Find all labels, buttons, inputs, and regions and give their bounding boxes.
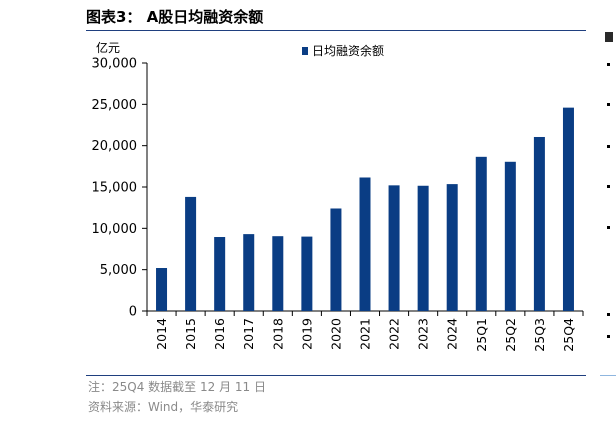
- y-tick-label: 30,000: [92, 57, 138, 72]
- x-tick-label: 2015: [183, 318, 198, 350]
- y-tick-label: 15,000: [92, 181, 138, 196]
- x-tick-label: 2018: [270, 318, 285, 350]
- footer-divider: [86, 375, 586, 376]
- bar: [359, 177, 371, 311]
- x-tick-label: 25Q3: [532, 318, 547, 352]
- figure-note: 注：25Q4 数据截至 12 月 11 日: [88, 380, 266, 394]
- x-tick-label: 2014: [154, 318, 169, 350]
- y-tick-label: 25,000: [92, 98, 138, 113]
- x-tick-label: 2022: [387, 318, 402, 350]
- adjacent-figure-fragment: [607, 226, 610, 229]
- adjacent-figure-fragment: [600, 375, 616, 376]
- adjacent-figure-fragment: [607, 313, 610, 316]
- bar: [417, 185, 429, 311]
- adjacent-figure-fragment: [605, 32, 613, 42]
- figure-title: 图表3： A股日均融资余额: [86, 8, 264, 26]
- bar: [214, 237, 226, 311]
- title-divider: [86, 30, 586, 31]
- bar: [475, 156, 487, 311]
- bar: [504, 161, 516, 311]
- y-tick-label: 0: [129, 305, 137, 320]
- bar: [156, 268, 168, 311]
- adjacent-figure-fragment: [607, 145, 610, 148]
- bar: [272, 236, 284, 311]
- bar: [388, 185, 400, 311]
- adjacent-figure-fragment: [607, 63, 610, 66]
- y-axis-unit-label: 亿元: [96, 40, 120, 55]
- x-tick-label: 2017: [241, 318, 256, 350]
- x-tick-label: 2023: [416, 318, 431, 350]
- bar: [301, 236, 313, 311]
- bar: [185, 196, 197, 311]
- x-tick-label: 2019: [299, 318, 314, 350]
- y-tick-label: 5,000: [100, 263, 137, 278]
- adjacent-figure-fragment: [607, 185, 610, 188]
- adjacent-figure-fragment: [607, 103, 610, 106]
- x-tick-label: 2024: [445, 318, 460, 350]
- x-tick-label: 2021: [358, 318, 373, 350]
- x-tick-label: 25Q4: [561, 318, 576, 352]
- y-tick-label: 10,000: [92, 222, 138, 237]
- y-tick-label: 20,000: [92, 139, 138, 154]
- figure-source: 资料来源：Wind，华泰研究: [88, 400, 239, 414]
- x-tick-label: 2016: [212, 318, 227, 350]
- legend-swatch: [302, 47, 308, 55]
- bar: [446, 184, 458, 311]
- bar: [330, 208, 342, 311]
- x-tick-label: 25Q1: [474, 318, 489, 352]
- x-tick-label: 25Q2: [503, 318, 518, 352]
- adjacent-figure-fragment: [607, 335, 610, 338]
- legend-label: 日均融资余额: [312, 43, 384, 58]
- x-tick-label: 2020: [328, 318, 343, 350]
- bar: [533, 136, 545, 311]
- bar: [243, 234, 255, 311]
- bar: [562, 107, 574, 311]
